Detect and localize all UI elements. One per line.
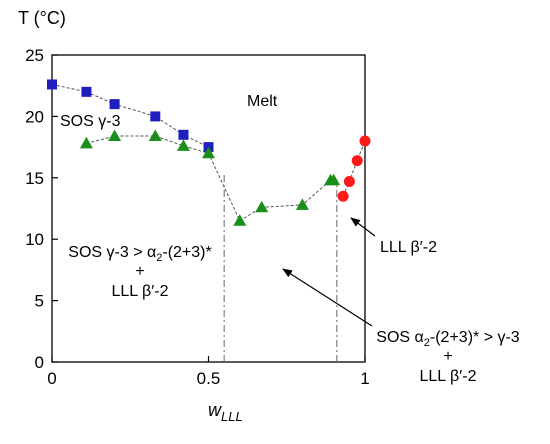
x-tick-label: 0: [47, 369, 56, 388]
y-tick-label: 25: [25, 46, 44, 65]
data-point-triangle: [295, 198, 309, 210]
y-axis-ticks: 0 5 10 15 20 25: [25, 46, 58, 372]
annotation-left-region-line1-sub: 2: [156, 252, 162, 264]
y-tick-label: 15: [25, 169, 44, 188]
annotation-left-region-line2: +: [135, 263, 144, 280]
data-point-circle: [343, 175, 355, 187]
y-tick-label: 0: [35, 353, 44, 372]
x-axis-title-main: w: [208, 400, 222, 420]
data-point-square: [178, 129, 189, 140]
annotation-left-region-line1-b: -(2+3)*: [162, 244, 211, 261]
phase-boundaries: [223, 172, 338, 362]
x-axis-title: wLLL: [208, 400, 243, 424]
data-point-circle: [337, 190, 349, 202]
annotation-right-region-line3: LLL β′-2: [420, 368, 477, 385]
annotation-right-region-line1: SOS α2-(2+3)* > γ-3: [376, 329, 520, 349]
annotation-left-region-line3: LLL β′-2: [112, 283, 169, 300]
data-point-triangle: [79, 136, 93, 149]
x-tick-label: 1: [360, 369, 369, 388]
series-connector-line: [342, 140, 366, 197]
series-connector-line: [86, 135, 334, 222]
y-tick-label: 20: [25, 107, 44, 126]
x-axis-ticks: 0 0.5 1: [47, 356, 370, 388]
annotation-right-region-line1-b: -(2+3)* > γ-3: [430, 329, 520, 346]
y-tick-label: 5: [35, 292, 44, 311]
annotation-melt: Melt: [247, 93, 278, 110]
data-point-triangle: [176, 139, 190, 151]
data-point-circle: [359, 135, 371, 147]
y-tick-label: 10: [25, 230, 44, 249]
x-tick-label: 0.5: [197, 369, 221, 388]
arrow-to-mixed-region: [282, 268, 373, 327]
annotation-right-region-line2: +: [443, 348, 452, 365]
annotation-sos-gamma3: SOS γ-3: [60, 113, 121, 130]
annotation-left-region-line1-a: SOS γ-3 > α: [68, 244, 156, 261]
series-points: [47, 79, 371, 226]
data-point-triangle: [233, 214, 247, 226]
data-point-triangle: [255, 200, 269, 213]
data-point-square: [109, 99, 120, 110]
annotation-right-region-line1-a: SOS α: [376, 329, 423, 346]
data-point-triangle: [148, 129, 162, 142]
data-point-triangle: [202, 146, 215, 159]
plot-frame: [51, 54, 366, 363]
annotation-left-region-line1: SOS γ-3 > α2-(2+3)*: [68, 244, 211, 264]
annotation-right-region-line1-sub: 2: [424, 337, 430, 349]
data-point-square: [150, 111, 161, 122]
annotation-lll-beta: LLL β′-2: [380, 239, 437, 256]
x-axis-title-subscript: LLL: [221, 409, 243, 424]
data-point-triangle: [327, 173, 341, 186]
arrow-to-lll-beta-region: [350, 217, 376, 237]
data-point-square: [81, 86, 92, 97]
data-point-square: [47, 79, 57, 90]
data-point-circle: [351, 155, 363, 167]
y-axis-title: T (°C): [18, 8, 66, 28]
data-point-triangle: [108, 129, 122, 142]
